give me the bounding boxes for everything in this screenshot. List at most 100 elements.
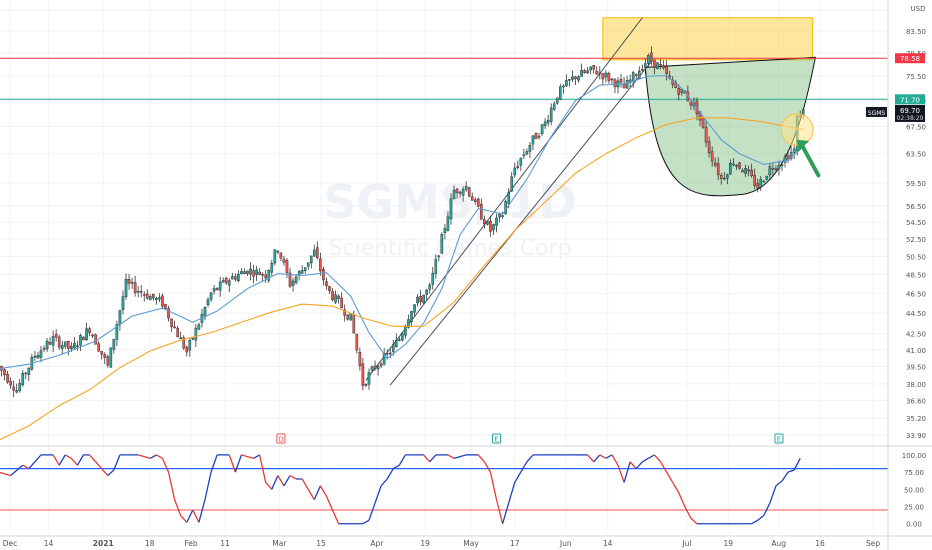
candle-body	[343, 309, 346, 316]
oscillator-segment	[186, 509, 194, 523]
candle	[644, 58, 647, 75]
candle-body	[583, 70, 586, 73]
breakout-arrow[interactable]	[797, 139, 821, 178]
candle-body	[653, 59, 656, 68]
horizontal-lines[interactable]	[0, 57, 888, 100]
candle-body	[580, 69, 583, 77]
candle-body	[194, 327, 198, 341]
resistance-zone[interactable]	[602, 17, 813, 61]
candle-body	[571, 76, 574, 80]
breakout-circle[interactable]	[780, 113, 814, 147]
candle-body	[768, 166, 772, 176]
candle	[309, 255, 313, 269]
candle	[625, 75, 629, 89]
oscillator-segment	[641, 457, 649, 463]
candle	[97, 340, 100, 352]
price-level-badge	[895, 53, 925, 64]
candlestick-series	[0, 46, 805, 398]
candle	[501, 211, 504, 219]
candle	[376, 363, 380, 376]
oscillator-panel: 100.00 75.00 50.00 25.00 0.00	[0, 445, 932, 529]
price-tick-label: 35.20	[906, 415, 926, 423]
candle-body	[258, 271, 261, 276]
candle-body	[422, 294, 425, 304]
candle	[76, 340, 79, 351]
candle-body	[340, 297, 343, 309]
oscillator-segment	[76, 454, 85, 466]
candle-body	[191, 338, 195, 340]
candle	[443, 223, 447, 240]
candle-body	[282, 258, 286, 263]
candle-body	[218, 281, 222, 291]
oscillator-segment	[313, 485, 321, 500]
oscillator-segment	[180, 515, 188, 523]
candle	[48, 337, 52, 346]
candle	[428, 282, 432, 294]
candle	[45, 337, 49, 353]
candle-body	[398, 339, 401, 341]
candle	[273, 249, 277, 266]
candle	[267, 269, 271, 283]
candle-body	[167, 308, 170, 319]
candle	[571, 70, 574, 82]
candle-body	[85, 328, 88, 341]
candle-body	[373, 365, 377, 369]
candle-body	[115, 324, 119, 340]
candle	[516, 160, 520, 170]
candle	[145, 289, 149, 300]
oscillator-segment	[757, 514, 765, 521]
candle	[57, 334, 61, 350]
candle	[598, 66, 602, 80]
candle-body	[510, 176, 514, 192]
candle-body	[662, 65, 665, 69]
event-marker-box	[492, 433, 502, 444]
oscillator-segment	[763, 502, 771, 516]
candle-body	[337, 295, 340, 299]
candle	[580, 63, 583, 77]
oscillator-segment	[380, 478, 388, 487]
candle-body	[738, 162, 741, 169]
candle	[413, 304, 416, 317]
candle-body	[704, 126, 708, 143]
candle	[422, 294, 425, 304]
candle-body	[568, 79, 571, 81]
candle	[142, 291, 146, 302]
candle	[306, 262, 310, 270]
candle-body	[507, 192, 510, 204]
candle-body	[288, 272, 292, 287]
candle	[179, 331, 182, 339]
candle-body	[364, 384, 368, 386]
candle-body	[516, 166, 520, 168]
oscillator-segment	[495, 499, 504, 524]
earnings-marker: E	[492, 433, 502, 444]
candle	[537, 132, 541, 140]
candle	[240, 267, 243, 275]
candle-body	[723, 177, 726, 180]
candle-body	[18, 383, 22, 391]
candle	[756, 178, 760, 193]
candle	[85, 322, 88, 341]
candle-body	[726, 174, 729, 179]
candle	[349, 313, 353, 321]
candle-body	[741, 170, 744, 173]
candle	[410, 310, 413, 326]
candle	[139, 285, 143, 298]
candle-body	[161, 295, 164, 307]
candle-body	[130, 281, 134, 284]
candle-body	[413, 304, 416, 313]
oscillator-segment	[101, 468, 109, 476]
candle-body	[674, 82, 678, 88]
candle	[112, 338, 116, 354]
candle	[735, 164, 738, 171]
candle-body	[234, 276, 237, 280]
candle-body	[70, 345, 73, 349]
candle-body	[555, 97, 559, 104]
candle-body	[209, 292, 213, 300]
candle-body	[719, 174, 723, 179]
candle	[167, 305, 170, 322]
candle-body	[170, 318, 173, 327]
candle-body	[106, 356, 110, 366]
candle-body	[249, 268, 252, 275]
